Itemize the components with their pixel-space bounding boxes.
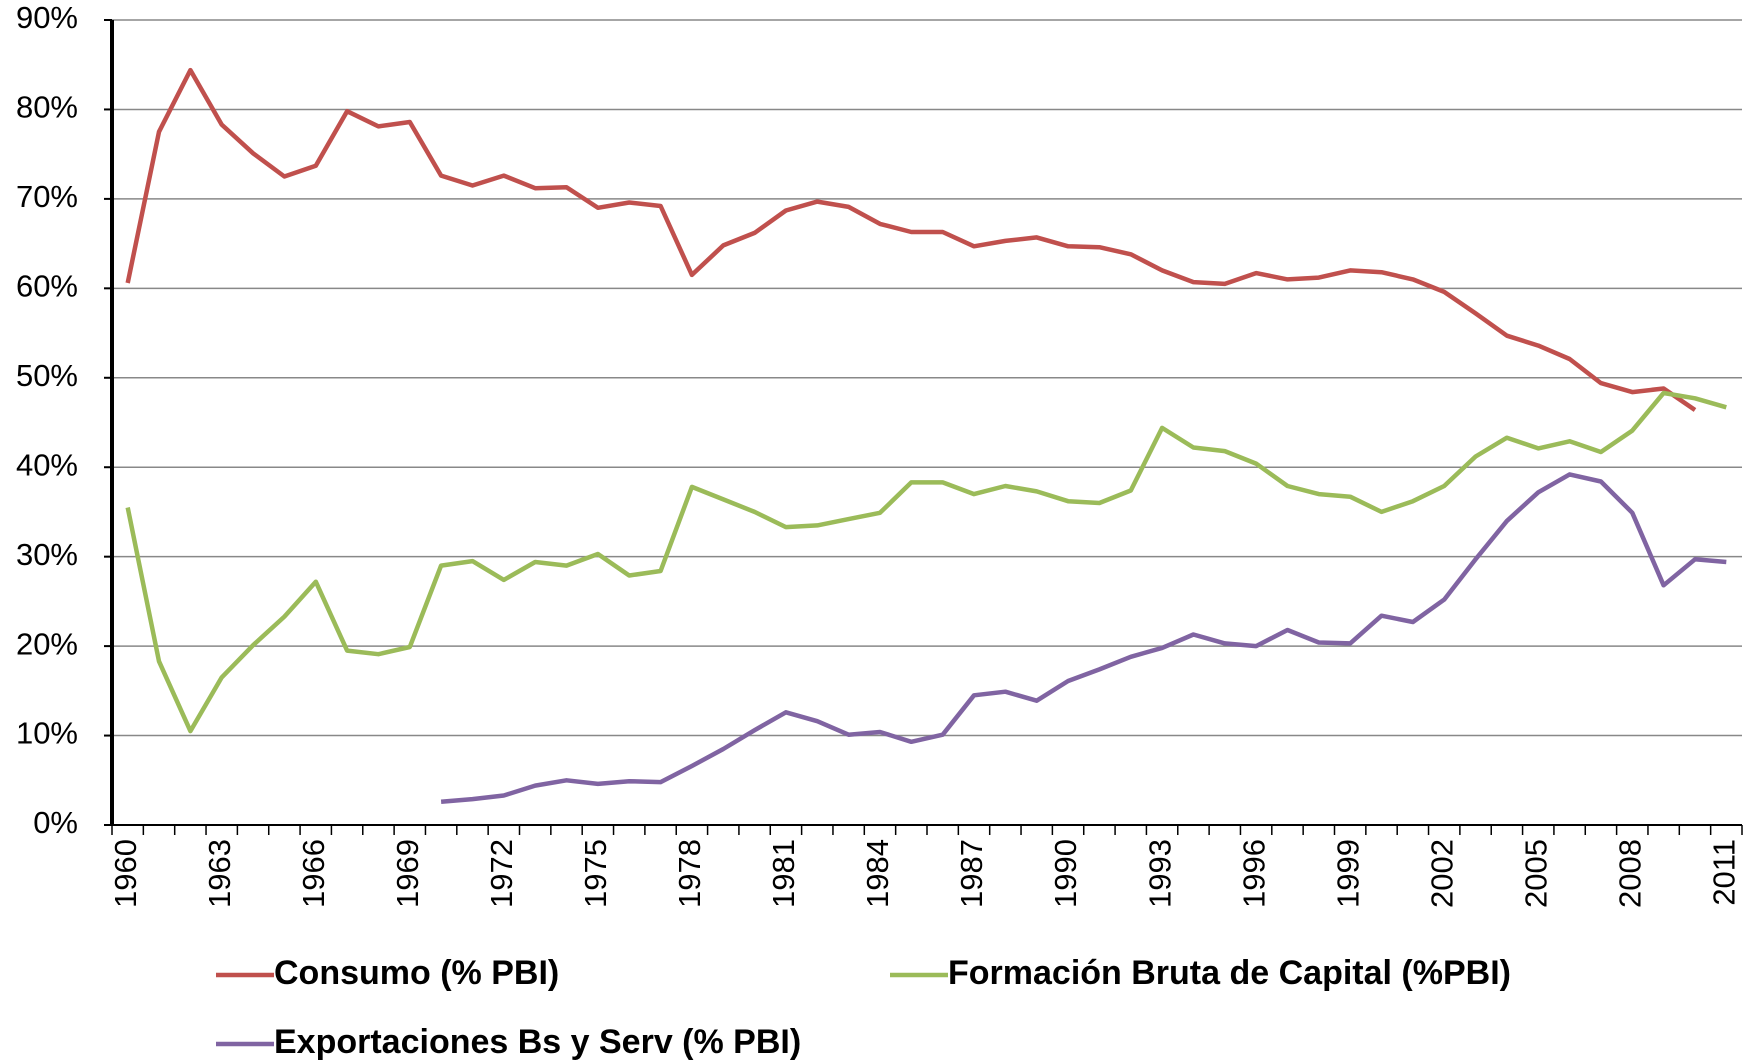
y-tick-label: 70% [16, 179, 78, 214]
y-tick-label: 30% [16, 537, 78, 572]
series-line [440, 472, 1727, 804]
x-tick-label: 1984 [860, 839, 895, 908]
y-tick-label: 90% [16, 0, 78, 35]
legend-label: Exportaciones Bs y Serv (% PBI) [274, 1023, 801, 1060]
x-tick-label: 1969 [390, 839, 425, 908]
y-tick-label: 0% [33, 805, 78, 840]
x-tick-label: 2011 [1707, 839, 1742, 906]
legend-label: Formación Bruta de Capital (%PBI) [948, 954, 1511, 992]
x-tick-label: 1966 [296, 839, 331, 908]
x-tick-label: 1987 [954, 839, 989, 908]
x-tick-label: 1963 [202, 839, 237, 908]
y-tick-label: 10% [16, 716, 78, 751]
series-line [125, 390, 1727, 734]
x-tick-label: 2008 [1612, 839, 1647, 908]
x-tick-label: 1960 [108, 839, 143, 908]
y-tick-label: 60% [16, 269, 78, 304]
x-tick-label: 1978 [672, 839, 707, 908]
y-tick-label: 20% [16, 626, 78, 661]
y-tick-label: 50% [16, 358, 78, 393]
x-tick-label: 2002 [1424, 839, 1459, 908]
x-tick-label: 1990 [1048, 839, 1083, 908]
x-tick-label: 2005 [1518, 839, 1553, 908]
series-line [125, 67, 1697, 412]
x-tick-label: 1975 [578, 839, 613, 908]
x-tick-label: 1981 [766, 839, 801, 908]
y-tick-label: 40% [16, 447, 78, 482]
x-tick-label: 1972 [484, 839, 519, 908]
x-tick-label: 1993 [1142, 839, 1177, 908]
y-tick-label: 80% [16, 90, 78, 125]
x-tick-label: 1999 [1330, 839, 1365, 908]
x-tick-label: 1996 [1236, 839, 1271, 908]
legend-label: Consumo (% PBI) [274, 954, 559, 992]
